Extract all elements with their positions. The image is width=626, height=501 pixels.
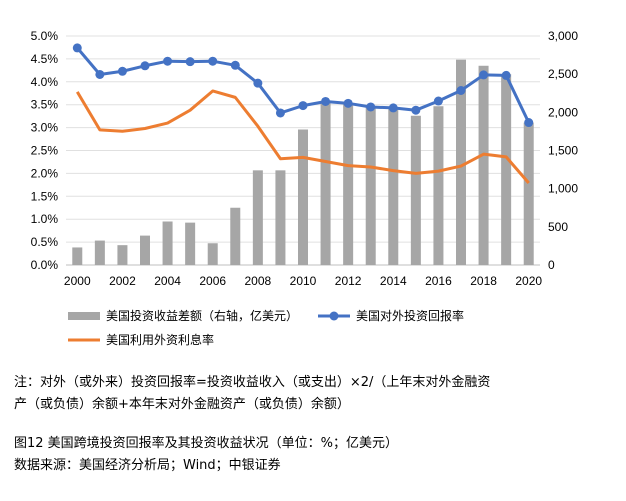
right-axis-tick-label: 1,000 xyxy=(548,182,578,196)
line-point xyxy=(208,56,218,66)
line-point xyxy=(140,61,150,71)
line-point xyxy=(321,96,331,106)
x-axis-tick-label: 2012 xyxy=(335,274,362,288)
bar xyxy=(388,108,399,265)
x-axis-tick-label: 2020 xyxy=(515,274,542,288)
line-point xyxy=(366,102,376,112)
legend-label: 美国利用外资利息率 xyxy=(106,332,214,347)
right-axis-tick-label: 0 xyxy=(548,258,555,272)
line-point xyxy=(343,98,353,108)
bar xyxy=(185,222,196,265)
left-axis-tick-label: 3.5% xyxy=(31,98,59,112)
bar xyxy=(140,235,150,265)
x-axis-tick-label: 2006 xyxy=(199,274,226,288)
bar xyxy=(207,243,218,265)
right-axis-tick-label: 2,000 xyxy=(548,105,578,119)
note-line-1: 注：对外（或外来）投资回报率=投资收益收入（或支出）×2/（上年末对外金融资 xyxy=(14,375,491,390)
bar xyxy=(117,245,128,265)
bar xyxy=(433,106,444,265)
left-axis-tick-label: 5.0% xyxy=(31,29,59,43)
x-axis-tick-label: 2000 xyxy=(64,274,91,288)
line-point xyxy=(117,66,127,76)
bar xyxy=(162,221,173,265)
bar xyxy=(343,103,354,265)
right-axis-ticks: 0 500 1,000 1,500 2,000 2,500 3,000 xyxy=(548,29,578,272)
x-axis-tick-label: 2014 xyxy=(380,274,407,288)
chart: 0.0% 0.5% 1.0% 1.5% 2.0% 2.5% 3.0% 3.5% 4.0% 4.5%… xyxy=(31,29,579,347)
x-axis-ticks: 2000 2002 2004 2006 2008 2010 2012 2014 2016 2018… xyxy=(64,274,542,288)
bar xyxy=(478,65,489,266)
line-point xyxy=(298,101,308,111)
line-point xyxy=(253,78,263,88)
bar xyxy=(523,122,534,265)
line-point xyxy=(433,96,443,106)
line-point xyxy=(524,118,534,128)
line-point xyxy=(275,108,285,118)
right-axis-tick-label: 2,500 xyxy=(548,67,578,81)
bar xyxy=(365,106,376,265)
left-axis-tick-label: 3.0% xyxy=(31,121,59,135)
x-axis-tick-label: 2018 xyxy=(470,274,497,288)
bar xyxy=(456,59,466,266)
bar-series xyxy=(72,59,534,266)
line-point xyxy=(388,103,398,113)
left-axis-tick-label: 1.0% xyxy=(31,212,59,226)
data-source: 数据来源：美国经济分析局；Wind；中银证券 xyxy=(14,458,281,473)
right-axis-tick-label: 3,000 xyxy=(548,29,578,43)
x-axis-tick-label: 2010 xyxy=(290,274,317,288)
bar xyxy=(72,247,83,265)
left-axis-tick-label: 0.0% xyxy=(31,258,59,272)
left-axis-tick-label: 2.5% xyxy=(31,144,59,158)
x-axis-tick-label: 2016 xyxy=(425,274,452,288)
bar xyxy=(230,207,241,265)
note-line-2: 产（或负债）余额+本年末对外金融资产（或负债）余额） xyxy=(14,397,350,412)
right-axis-tick-label: 1,500 xyxy=(548,144,578,158)
bar xyxy=(320,102,331,265)
line-point xyxy=(411,105,421,115)
line-point xyxy=(230,60,240,70)
bar xyxy=(410,115,421,265)
left-axis-ticks: 0.0% 0.5% 1.0% 1.5% 2.0% 2.5% 3.0% 3.5% 4.0% 4.5%… xyxy=(31,29,59,272)
bar xyxy=(275,170,286,265)
right-axis-tick-label: 500 xyxy=(548,220,568,234)
line-point xyxy=(185,57,195,67)
line-point xyxy=(456,86,466,96)
bar xyxy=(94,240,105,265)
legend-label: 美国投资收益差额（右轴，亿美元） xyxy=(106,308,298,323)
legend-swatch xyxy=(68,312,100,320)
line-point xyxy=(95,69,105,79)
bar xyxy=(298,129,308,265)
line-point xyxy=(479,70,489,80)
left-axis-tick-label: 1.5% xyxy=(31,189,59,203)
left-axis-tick-label: 0.5% xyxy=(31,235,59,249)
legend-marker xyxy=(329,311,339,321)
bar xyxy=(252,170,263,265)
left-axis-tick-label: 2.0% xyxy=(31,166,59,180)
x-axis-tick-label: 2008 xyxy=(245,274,272,288)
line-series xyxy=(72,43,534,184)
line-point xyxy=(501,70,511,80)
line-point xyxy=(163,56,173,66)
figure-caption: 图12 美国跨境投资回报率及其投资收益状况（单位：%；亿美元） xyxy=(14,436,399,451)
bar xyxy=(501,74,512,266)
left-axis-tick-label: 4.0% xyxy=(31,75,59,89)
series-line xyxy=(75,89,530,184)
x-axis-tick-label: 2004 xyxy=(154,274,181,288)
legend-label: 美国对外投资回报率 xyxy=(356,308,464,323)
left-axis-tick-label: 4.5% xyxy=(31,52,59,66)
line-point xyxy=(72,43,82,53)
x-axis-tick-label: 2002 xyxy=(109,274,136,288)
